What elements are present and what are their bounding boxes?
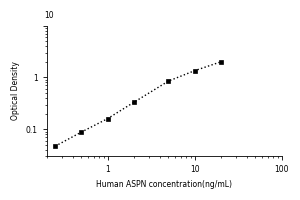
X-axis label: Human ASPN concentration(ng/mL): Human ASPN concentration(ng/mL): [96, 180, 232, 189]
Text: 10: 10: [44, 11, 53, 20]
Y-axis label: Optical Density: Optical Density: [11, 62, 20, 120]
